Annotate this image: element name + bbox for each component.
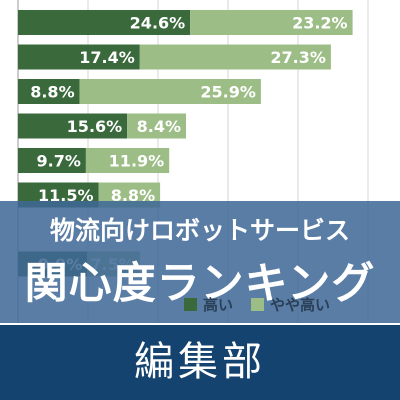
data-label-somewhat-high: 23.2% (292, 14, 348, 33)
footer-bar: 編集部 (0, 323, 400, 400)
data-label-high: 24.6% (130, 14, 186, 33)
data-label-high: 15.6% (67, 117, 123, 136)
bar-somewhat-high (79, 79, 261, 104)
bar-high (18, 44, 140, 70)
data-label-high: 11.5% (38, 186, 94, 205)
data-label-somewhat-high: 8.4% (137, 117, 181, 136)
bar-somewhat-high (127, 113, 186, 139)
title-banner (0, 201, 400, 323)
data-label-somewhat-high: 27.3% (270, 48, 326, 67)
legend-swatch-somewhat-high (251, 297, 265, 311)
legend-swatch-high (184, 297, 197, 311)
bar-somewhat-high (85, 148, 170, 173)
banner-subtitle: 物流向けロボットサービス (49, 216, 350, 245)
bar-high (18, 113, 128, 139)
bar-high (18, 148, 86, 173)
data-label-somewhat-high: 25.9% (200, 83, 256, 102)
chart-legend: 高い やや高い (184, 293, 348, 315)
bar-somewhat-high (190, 10, 353, 35)
bar-high (18, 79, 80, 104)
legend-label-high: 高い (203, 295, 234, 314)
banner-title: 関心度ランキング (24, 259, 376, 309)
data-label-high: 9.7% (37, 152, 81, 171)
bar-high (18, 10, 191, 35)
data-label-high: 8.8% (30, 83, 74, 102)
data-label-high: 17.4% (79, 48, 135, 67)
legend-item-high: 高い (184, 294, 233, 315)
legend-label-somewhat-high: やや高い (270, 295, 331, 314)
bar-somewhat-high (139, 44, 331, 70)
data-label-somewhat-high: 11.9% (109, 152, 165, 171)
legend-item-somewhat-high: やや高い (251, 294, 330, 315)
footer-label: 編集部 (134, 339, 266, 385)
data-label-somewhat-high: 8.8% (111, 186, 155, 205)
